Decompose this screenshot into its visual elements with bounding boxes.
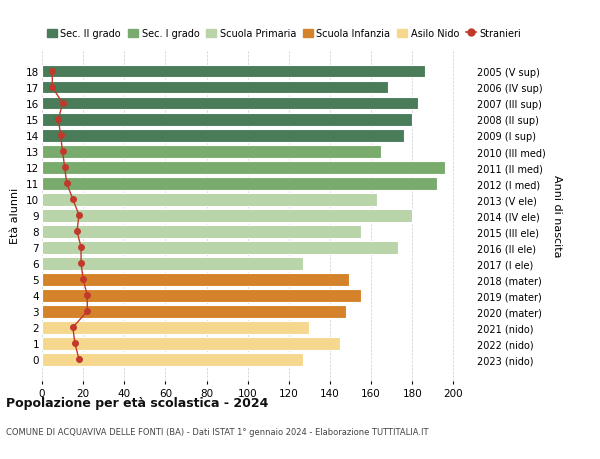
Bar [42,241,398,254]
Bar [42,209,412,222]
Bar [42,193,377,206]
Legend: Sec. II grado, Sec. I grado, Scuola Primaria, Scuola Infanzia, Asilo Nido, Stran: Sec. II grado, Sec. I grado, Scuola Prim… [47,29,521,39]
Bar [42,97,418,110]
Bar [42,177,437,190]
Bar [42,146,382,158]
Y-axis label: Anni di nascita: Anni di nascita [552,174,562,257]
Y-axis label: Età alunni: Età alunni [10,188,20,244]
Bar [42,305,346,318]
Bar [42,257,303,270]
Bar [42,162,445,174]
Bar [42,129,404,142]
Bar [42,289,361,302]
Bar [42,353,303,366]
Bar [42,337,340,350]
Bar [42,66,425,78]
Bar [42,225,361,238]
Bar [42,321,310,334]
Bar [42,273,349,286]
Text: COMUNE DI ACQUAVIVA DELLE FONTI (BA) - Dati ISTAT 1° gennaio 2024 - Elaborazione: COMUNE DI ACQUAVIVA DELLE FONTI (BA) - D… [6,427,428,436]
Bar [42,113,412,126]
Bar [42,82,388,94]
Text: Popolazione per età scolastica - 2024: Popolazione per età scolastica - 2024 [6,396,268,409]
